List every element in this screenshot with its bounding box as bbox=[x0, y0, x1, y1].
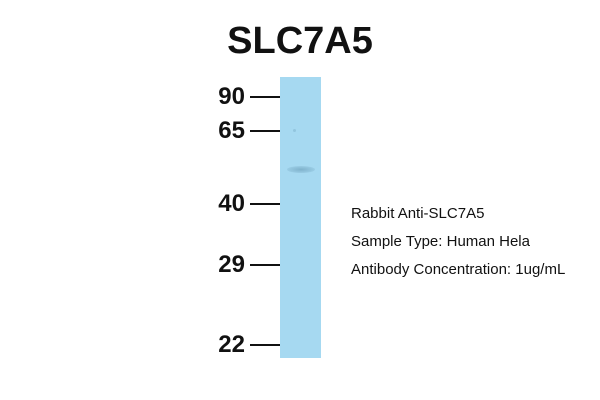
marker-tick bbox=[250, 130, 280, 132]
sample-type-label: Sample Type: Human Hela bbox=[351, 233, 530, 250]
marker-90: 90 bbox=[200, 84, 280, 110]
marker-tick bbox=[250, 96, 280, 98]
marker-label: 65 bbox=[218, 117, 245, 144]
marker-label: 90 bbox=[218, 83, 245, 110]
marker-tick bbox=[250, 264, 280, 266]
marker-22: 22 bbox=[200, 332, 280, 358]
protein-band bbox=[287, 166, 315, 173]
marker-label: 22 bbox=[218, 331, 245, 358]
marker-label: 40 bbox=[218, 190, 245, 217]
marker-40: 40 bbox=[200, 191, 280, 217]
blot-lane bbox=[280, 77, 321, 358]
marker-29: 29 bbox=[200, 252, 280, 278]
blot-spot bbox=[293, 129, 296, 132]
concentration-label: Antibody Concentration: 1ug/mL bbox=[351, 261, 566, 278]
blot-title: SLC7A5 bbox=[227, 20, 373, 62]
marker-65: 65 bbox=[200, 118, 280, 144]
marker-label: 29 bbox=[218, 251, 245, 278]
marker-tick bbox=[250, 203, 280, 205]
marker-tick bbox=[250, 344, 280, 346]
antibody-label: Rabbit Anti-SLC7A5 bbox=[351, 205, 485, 222]
